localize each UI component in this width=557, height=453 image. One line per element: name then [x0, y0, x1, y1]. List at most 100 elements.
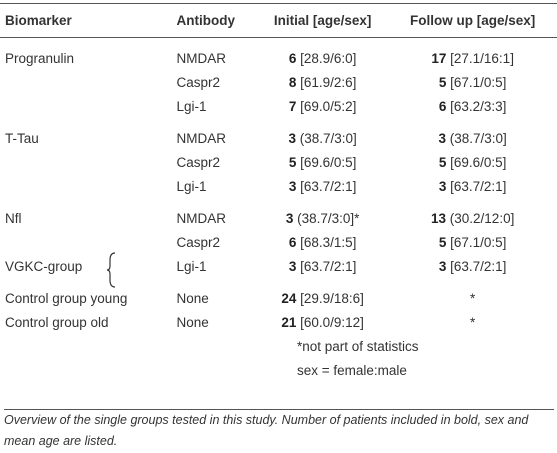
table-cell: [0, 230, 171, 254]
patient-count: 3: [288, 130, 296, 146]
table-cell: NMDAR: [176, 50, 226, 66]
age-sex: [67.1/0:5]: [450, 234, 507, 250]
table-cell: [0, 174, 171, 198]
table-cell: Caspr2: [176, 234, 220, 250]
footnote: *not part of statistics: [296, 338, 419, 354]
patient-count: 5: [438, 154, 447, 170]
caption: Overview of the single groups tested in …: [4, 409, 554, 452]
table-cell: 24 [29.9/18:6]: [257, 278, 388, 310]
table-cell: 3 (38.7/3:0]: [257, 118, 388, 150]
table-cell: [0, 70, 171, 94]
table-cell: [0, 94, 171, 118]
age-sex: [63.7/2:1]: [300, 178, 357, 194]
table-cell: *: [470, 314, 476, 330]
table-cell: 5 [69.6/0:5]: [388, 150, 557, 174]
header-cell: Follow up [age/sex]: [388, 3, 557, 38]
table-cell: Lgi-1: [176, 178, 207, 194]
table-cell: 6 [28.9/6:0]: [257, 38, 388, 71]
table-cell: [171, 358, 257, 382]
table-cell: 8 [61.9/2:6]: [257, 70, 388, 94]
table-cell: Control group old: [5, 314, 109, 330]
table-cell: Nfl: [5, 210, 22, 226]
table-cell: 6 [68.3/1:5]: [257, 230, 388, 254]
age-sex: [63.2/3:3]: [450, 98, 507, 114]
table-cell: NMDAR: [176, 130, 226, 146]
patient-count: 3: [288, 178, 297, 194]
age-sex: [27.1/16:1]: [450, 50, 514, 66]
table-cell: Caspr2: [176, 154, 220, 170]
table-cell: Lgi-1: [176, 258, 207, 274]
table-row: Control group old None 21 [60.0/9:12] *: [0, 310, 557, 334]
table-cell: VGKC-group: [5, 258, 83, 274]
table-row: Caspr2 5 [69.6/0:5] 5 [69.6/0:5]: [0, 150, 557, 174]
table-cell: 5 [67.1/0:5]: [388, 230, 557, 254]
table-row: Progranulin NMDAR 6 [28.9/6:0] 17 [27.1/16:…: [0, 38, 557, 71]
table-cell: Control group young: [5, 290, 128, 306]
footnote-row: sex = female:male: [0, 358, 557, 382]
age-sex: [63.7/2:1]: [450, 258, 507, 274]
patient-count: 5: [438, 234, 447, 250]
table-cell: None: [176, 314, 209, 330]
table-row: Nfl NMDAR 3 (38.7/3:0]* 13 (30.2/12:0]: [0, 198, 557, 230]
patient-count: 3: [438, 258, 447, 274]
patient-count: 6: [438, 98, 447, 114]
patient-count: 3: [288, 258, 297, 274]
patient-count: 5: [438, 74, 447, 90]
table-cell: 7 [69.0/5:2]: [257, 94, 388, 118]
age-sex: [63.7/2:1]: [450, 178, 507, 194]
patient-count: 6: [288, 234, 297, 250]
age-sex: [28.9/6:0]: [300, 50, 357, 66]
patient-count: 13: [430, 210, 447, 226]
table-cell: [0, 358, 171, 382]
patient-count: 5: [288, 154, 297, 170]
table-cell: T-Tau: [5, 130, 39, 146]
table-row: Control group young None 24 [29.9/18:6] *: [0, 278, 557, 310]
table-cell: 3 (38.7/3:0]: [388, 118, 557, 150]
table-cell: 17 [27.1/16:1]: [388, 38, 557, 71]
table-cell: [171, 334, 257, 358]
table-cell: Lgi-1: [176, 98, 207, 114]
patient-count: 24: [281, 290, 297, 306]
header-cell: Initial [age/sex]: [256, 3, 389, 38]
table-cell: None: [176, 290, 209, 306]
age-sex: [69.6/0:5]: [450, 154, 507, 170]
age-sex: [29.9/18:6]: [300, 290, 364, 306]
table-row: Lgi-1 3 [63.7/2:1] 3 [63.7/2:1]: [0, 174, 557, 198]
table-cell: 13 (30.2/12:0]: [388, 198, 557, 230]
footnote: sex = female:male: [296, 362, 407, 378]
age-sex: [60.0/9:12]: [300, 314, 364, 330]
table-cell: *: [470, 290, 476, 306]
age-sex: [69.6/0:5]: [300, 154, 357, 170]
table-cell: 6 [63.2/3:3]: [388, 94, 557, 118]
table-cell: [0, 334, 171, 358]
brace: [106, 252, 116, 288]
table-cell: Caspr2: [176, 74, 220, 90]
patient-count: 3: [438, 178, 447, 194]
table-cell: 3 [63.7/2:1]: [388, 174, 557, 198]
age-sex: (30.2/12:0]: [449, 210, 515, 226]
age-sex: [63.7/2:1]: [300, 258, 357, 274]
table-cell: 5 [69.6/0:5]: [257, 150, 388, 174]
patient-count: 8: [288, 74, 297, 90]
patient-count: 3: [285, 210, 294, 226]
age-sex: (38.7/3:0]: [449, 130, 507, 146]
age-sex: [69.0/5:2]: [300, 98, 357, 114]
table-cell: Progranulin: [5, 50, 75, 66]
header-row: Biomarker Antibody Initial [age/sex] Follow…: [0, 3, 557, 38]
data-table: Biomarker Antibody Initial [age/sex] Follow…: [0, 3, 557, 382]
table-row: Lgi-1 7 [69.0/5:2] 6 [63.2/3:3]: [0, 94, 557, 118]
table-cell: NMDAR: [176, 210, 226, 226]
age-sex: (38.7/3:0]*: [297, 210, 360, 226]
age-sex: (38.7/3:0]: [299, 130, 357, 146]
patient-count: 21: [281, 314, 297, 330]
table-cell: 3 (38.7/3:0]*: [257, 198, 388, 230]
age-sex: [61.9/2:6]: [300, 74, 357, 90]
table-row: Caspr2 8 [61.9/2:6] 5 [67.1/0:5]: [0, 70, 557, 94]
age-sex: [68.3/1:5]: [300, 234, 357, 250]
header-cell: Biomarker: [0, 3, 172, 38]
table-cell: 3 [63.7/2:1]: [388, 254, 557, 278]
table-row: Caspr2 6 [68.3/1:5] 5 [67.1/0:5]: [0, 230, 557, 254]
footnote-row: *not part of statistics: [0, 334, 557, 358]
table-cell: 3 [63.7/2:1]: [257, 174, 388, 198]
header-cell: Antibody: [171, 3, 257, 38]
